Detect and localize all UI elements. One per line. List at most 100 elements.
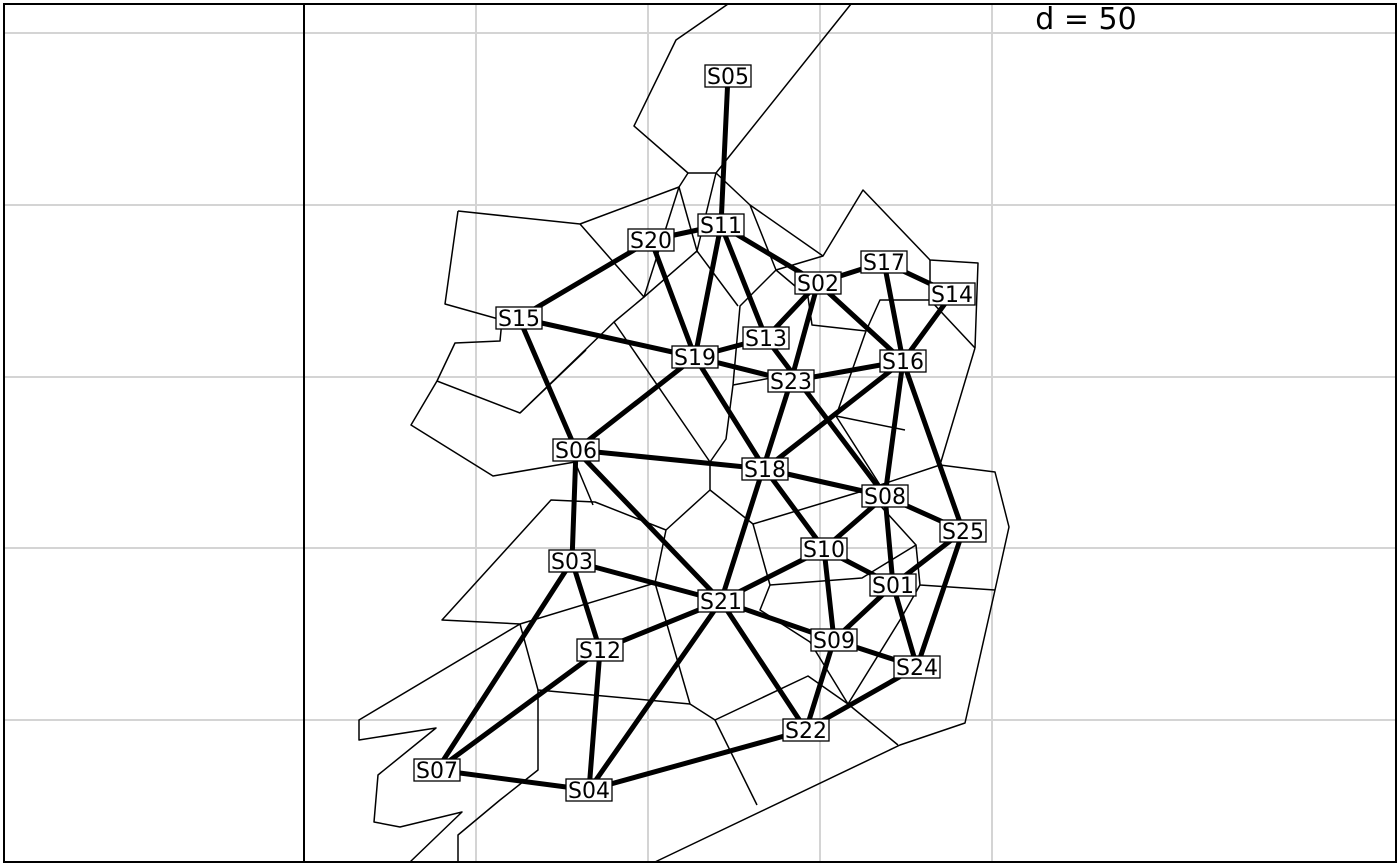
node-label: S17	[863, 251, 905, 276]
node-label: S13	[745, 327, 787, 352]
edge-s25-s24	[914, 528, 966, 670]
edge-s16-s08	[882, 358, 906, 499]
edge-s06-s03	[569, 447, 579, 564]
edge-s03-s21	[569, 558, 724, 604]
node-s15: S15	[495, 306, 543, 332]
node-s17: S17	[860, 250, 908, 276]
plot-frame	[3, 3, 1397, 863]
site-nodes: S01 S02 S03 S04 S05 S06 S07 S08 S09 S10 S11 S12 S13 S…	[413, 64, 987, 804]
node-s07: S07	[413, 758, 461, 784]
node-s22: S22	[782, 718, 830, 744]
node-label: S12	[579, 639, 621, 664]
node-label: S16	[882, 350, 924, 375]
node-label: S18	[744, 458, 786, 483]
edge-s05-s11	[718, 73, 731, 228]
node-box	[627, 228, 675, 252]
node-label: S08	[864, 485, 906, 510]
edge-s18-s10	[762, 466, 827, 552]
node-box	[495, 306, 543, 330]
edge-s17-s16	[881, 259, 906, 364]
node-label: S22	[785, 719, 827, 744]
node-label: S06	[555, 439, 597, 464]
node-box	[697, 213, 745, 237]
node-label: S19	[674, 346, 716, 371]
node-box	[869, 573, 917, 597]
edge-s12-s04	[586, 647, 603, 793]
node-s03: S03	[548, 549, 596, 575]
node-box	[928, 282, 976, 306]
node-box	[939, 519, 987, 543]
node-box	[548, 549, 596, 573]
node-box	[893, 655, 941, 679]
node-box	[794, 271, 842, 295]
node-box	[782, 718, 830, 742]
edge-s08-s01	[882, 493, 896, 588]
node-s13: S13	[742, 326, 790, 352]
node-box	[413, 758, 461, 782]
node-label: S09	[813, 629, 855, 654]
edge-s11-s13	[718, 222, 769, 341]
node-box	[671, 345, 719, 369]
node-label: S07	[416, 759, 458, 784]
node-s16: S16	[879, 349, 927, 375]
node-s08: S08	[861, 484, 909, 510]
neighbour-edges	[434, 73, 966, 793]
node-s25: S25	[939, 519, 987, 545]
node-label: S10	[803, 538, 845, 563]
node-s06: S06	[552, 438, 600, 464]
node-label: S25	[942, 520, 984, 545]
node-box	[576, 638, 624, 662]
node-s09: S09	[810, 628, 858, 654]
edge-s10-s09	[821, 546, 837, 643]
node-s19: S19	[671, 345, 719, 371]
edge-s20-s15	[516, 237, 654, 321]
edge-s09-s22	[803, 637, 837, 733]
node-label: S15	[498, 307, 540, 332]
node-label: S05	[707, 65, 749, 90]
grid-lines	[4, 4, 1396, 862]
edge-s16-s25	[900, 358, 966, 534]
node-label: S14	[931, 283, 973, 308]
region-boundaries	[358, 3, 1010, 863]
edge-s13-s08	[763, 335, 888, 499]
edge-s07-s04	[434, 767, 592, 793]
edge-s11-s19	[692, 222, 724, 360]
node-label: S11	[700, 214, 742, 239]
edge-s15-s06	[516, 315, 579, 453]
node-box	[697, 589, 745, 613]
node-box	[552, 438, 600, 462]
node-s12: S12	[576, 638, 624, 664]
node-label: S24	[896, 656, 938, 681]
node-label: S02	[797, 272, 839, 297]
node-s02: S02	[794, 271, 842, 297]
node-label: S01	[872, 574, 914, 599]
edge-s06-s18	[573, 447, 768, 472]
edge-s02-s16	[815, 280, 906, 364]
node-s05: S05	[704, 64, 752, 90]
node-box	[742, 326, 790, 350]
node-box	[767, 369, 815, 393]
edge-s06-s21	[573, 447, 724, 604]
node-label: S04	[568, 779, 610, 804]
node-box	[704, 64, 752, 88]
node-s04: S04	[565, 778, 613, 804]
edge-s20-s19	[648, 237, 698, 360]
node-s24: S24	[893, 655, 941, 681]
scale-label: d = 50	[1035, 2, 1136, 37]
edge-s01-s24	[890, 582, 920, 670]
edge-s03-s12	[569, 558, 603, 653]
node-label: S21	[700, 590, 742, 615]
edge-s16-s18	[762, 358, 906, 472]
node-box	[860, 250, 908, 274]
edge-s12-s07	[434, 647, 603, 773]
node-box	[879, 349, 927, 373]
node-s10: S10	[800, 537, 848, 563]
node-box	[741, 457, 789, 481]
node-s18: S18	[741, 457, 789, 483]
node-box	[565, 778, 613, 802]
edge-s21-s22	[718, 598, 809, 733]
node-s23: S23	[767, 369, 815, 395]
edge-s15-s19	[516, 315, 698, 360]
